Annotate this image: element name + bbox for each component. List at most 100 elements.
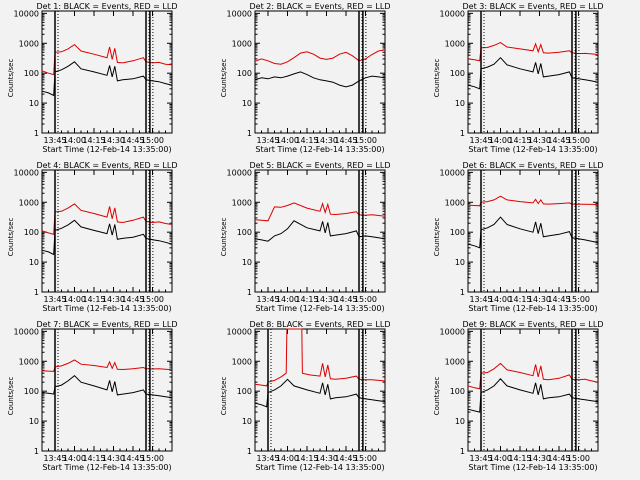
y-axis-label: Counts/sec [220,377,228,416]
x-tick-label: 14:45 [547,454,570,463]
y-tick-label: 100 [450,228,465,237]
y-tick-label: 1000 [19,198,39,207]
x-tick-label: 13:45 [469,136,492,145]
x-tick-label: 14:00 [276,136,299,145]
series-lld [467,42,599,62]
y-tick-label: 1000 [232,39,252,48]
y-tick-label: 1 [34,288,39,297]
x-tick-label: 14:15 [508,136,531,145]
panel-det-4: Det 4: BLACK = Events, RED = LLD 1 10 100 10… [7,161,177,313]
x-axis-label: Start Time (12-Feb-14 13:35:00) [42,304,171,313]
x-tick-label: 15:00 [567,454,590,463]
y-tick-label: 10000 [440,168,465,177]
y-tick-label: 100 [450,69,465,78]
y-tick-label: 10000 [14,168,39,177]
x-tick-label: 14:15 [295,454,318,463]
x-tick-label: 14:45 [334,136,357,145]
y-tick-label: 1 [34,447,39,456]
y-tick-label: 10 [242,99,252,108]
x-tick-label: 15:00 [141,295,164,304]
panel-det-9: Det 9: BLACK = Events, RED = LLD 1 10 100 10… [433,320,603,472]
x-tick-label: 15:00 [141,136,164,145]
x-tick-label: 15:00 [354,136,377,145]
panel-title: Det 2: BLACK = Events, RED = LLD [250,2,391,11]
y-tick-label: 1 [34,129,39,138]
x-axis-label: Start Time (12-Feb-14 13:35:00) [468,145,597,154]
y-tick-label: 100 [24,387,39,396]
y-axis-label: Counts/sec [433,59,441,98]
x-tick-label: 13:45 [469,295,492,304]
x-tick-label: 14:15 [295,136,318,145]
panel-det-8: Det 8: BLACK = Events, RED = LLD 1 10 100 10… [220,320,390,472]
y-tick-label: 100 [24,69,39,78]
y-tick-label: 1000 [232,198,252,207]
y-tick-label: 1 [460,447,465,456]
y-tick-label: 1 [460,288,465,297]
x-axis-label: Start Time (12-Feb-14 13:35:00) [42,145,171,154]
panel-title: Det 8: BLACK = Events, RED = LLD [250,320,391,329]
y-tick-label: 10 [242,417,252,426]
y-tick-label: 10 [29,99,39,108]
x-tick-label: 14:30 [315,295,338,304]
x-axis-label: Start Time (12-Feb-14 13:35:00) [468,304,597,313]
panel-title: Det 4: BLACK = Events, RED = LLD [37,161,178,170]
y-tick-label: 10000 [440,9,465,18]
x-tick-label: 13:45 [43,295,66,304]
y-tick-label: 10000 [227,9,252,18]
x-tick-label: 14:15 [508,454,531,463]
x-tick-label: 14:30 [528,136,551,145]
y-tick-label: 1 [460,129,465,138]
x-tick-label: 15:00 [354,454,377,463]
y-tick-label: 10 [455,99,465,108]
x-tick-label: 14:00 [63,454,86,463]
x-tick-label: 14:30 [102,136,125,145]
x-tick-label: 14:00 [489,136,512,145]
x-tick-label: 14:30 [528,454,551,463]
x-tick-label: 13:45 [469,454,492,463]
x-tick-label: 13:45 [256,136,279,145]
y-tick-label: 1000 [232,357,252,366]
y-tick-label: 1 [247,447,252,456]
x-tick-label: 13:45 [43,454,66,463]
x-tick-label: 14:15 [82,454,105,463]
panel-title: Det 1: BLACK = Events, RED = LLD [37,2,178,11]
x-tick-label: 14:30 [528,295,551,304]
x-tick-label: 14:30 [102,295,125,304]
x-axis-label: Start Time (12-Feb-14 13:35:00) [255,463,384,472]
y-tick-label: 10000 [14,327,39,336]
series-events [41,219,173,256]
panel-det-1: Det 1: BLACK = Events, RED = LLD 1 10 100 10… [7,2,177,154]
x-tick-label: 14:45 [547,136,570,145]
y-tick-label: 10 [455,417,465,426]
x-axis-label: Start Time (12-Feb-14 13:35:00) [468,463,597,472]
y-tick-label: 100 [450,387,465,396]
panel-det-5: Det 5: BLACK = Events, RED = LLD 1 10 100 10… [220,161,390,313]
y-tick-label: 10 [29,417,39,426]
x-tick-label: 13:45 [43,136,66,145]
panel-title: Det 3: BLACK = Events, RED = LLD [463,2,604,11]
x-tick-label: 14:45 [121,295,144,304]
y-axis-label: Counts/sec [220,59,228,98]
panel-title: Det 7: BLACK = Events, RED = LLD [37,320,178,329]
y-axis-label: Counts/sec [7,218,15,257]
x-tick-label: 14:45 [334,295,357,304]
x-tick-label: 13:45 [256,454,279,463]
panel-title: Det 9: BLACK = Events, RED = LLD [463,320,604,329]
x-tick-label: 14:00 [276,295,299,304]
x-tick-label: 14:45 [334,454,357,463]
x-tick-label: 14:00 [489,295,512,304]
panel-title: Det 6: BLACK = Events, RED = LLD [463,161,604,170]
y-axis-label: Counts/sec [7,59,15,98]
y-tick-label: 10000 [227,327,252,336]
panel-det-6: Det 6: BLACK = Events, RED = LLD 1 10 100 10… [433,161,603,313]
y-tick-label: 10 [242,258,252,267]
y-tick-label: 100 [237,387,252,396]
x-tick-label: 13:45 [256,295,279,304]
y-tick-label: 1000 [19,357,39,366]
panel-det-2: Det 2: BLACK = Events, RED = LLD 1 10 100 10… [220,2,390,154]
y-tick-label: 10 [29,258,39,267]
x-tick-label: 14:00 [63,295,86,304]
x-tick-label: 14:15 [82,295,105,304]
x-tick-label: 14:45 [547,295,570,304]
